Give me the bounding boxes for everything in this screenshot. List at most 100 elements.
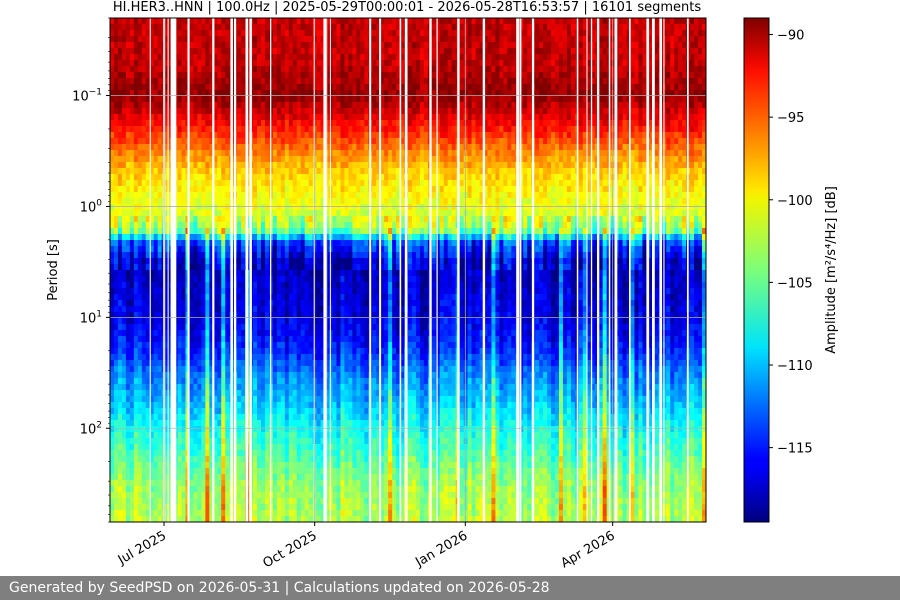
heatmap-cell (570, 126, 576, 133)
heatmap-cell (189, 102, 195, 109)
heatmap-cell (439, 150, 445, 157)
heatmap-cell (702, 174, 706, 181)
heatmap-cell (408, 66, 413, 73)
heatmap-cell (276, 36, 282, 43)
heatmap-cell (535, 204, 540, 211)
heatmap-cell (539, 144, 544, 151)
heatmap-cell (276, 144, 282, 151)
heatmap-cell (602, 168, 608, 175)
heatmap-cell (479, 180, 485, 187)
heatmap-cell (272, 204, 278, 211)
heatmap-cell (590, 132, 596, 139)
heatmap-cell (336, 186, 342, 193)
heatmap-cell (495, 144, 500, 151)
heatmap-cell (511, 174, 516, 181)
heatmap-cell (447, 30, 453, 37)
heatmap-cell (257, 192, 262, 199)
heatmap-cell (527, 54, 532, 61)
heatmap-cell (578, 132, 584, 139)
heatmap-cell (332, 138, 338, 145)
heatmap-cell (257, 120, 262, 127)
heatmap-cell (702, 114, 706, 121)
heatmap-cell (288, 18, 294, 25)
heatmap-cell (257, 174, 262, 181)
heatmap-cell (332, 96, 338, 103)
heatmap-cell (117, 30, 123, 37)
heatmap-cell (376, 204, 381, 211)
heatmap-cell (308, 192, 314, 199)
heatmap-cell (602, 42, 608, 49)
heatmap-cell (638, 120, 644, 127)
heatmap-cell (539, 198, 544, 205)
heatmap-cell (622, 66, 628, 73)
heatmap-cell (487, 168, 493, 175)
heatmap-cell (149, 210, 155, 217)
heatmap-cell (217, 48, 222, 55)
heatmap-cell (149, 144, 155, 151)
heatmap-cell (602, 198, 608, 205)
heatmap-cell (539, 36, 544, 43)
heatmap-cell (304, 210, 310, 217)
heatmap-cell (376, 114, 381, 121)
heatmap-cell (634, 30, 640, 37)
heatmap-cell (141, 72, 147, 79)
heatmap-cell (360, 114, 365, 121)
heatmap-cell (209, 114, 214, 121)
heatmap-cell (590, 48, 596, 55)
heatmap-cell (423, 126, 429, 133)
heatmap-cell (392, 174, 397, 181)
heatmap-cell (423, 120, 429, 127)
heatmap-cell (308, 102, 314, 109)
heatmap-cell (598, 210, 604, 217)
heatmap-cell (555, 156, 560, 163)
heatmap-cell (221, 48, 226, 55)
heatmap-cell (400, 132, 405, 139)
heatmap-cell (570, 198, 576, 205)
heatmap-cell (698, 180, 703, 187)
heatmap-cell (630, 162, 636, 169)
heatmap-cell (642, 150, 647, 157)
heatmap-cell (467, 192, 473, 199)
heatmap-cell (396, 120, 401, 127)
heatmap-cell (622, 132, 628, 139)
heatmap-cell (435, 144, 441, 151)
heatmap-cell (241, 126, 246, 133)
heatmap-cell (292, 30, 298, 37)
heatmap-cell (566, 120, 572, 127)
heatmap-cell (555, 108, 560, 115)
heatmap-cell (551, 60, 556, 67)
heatmap-cell (260, 198, 266, 205)
heatmap-cell (590, 114, 596, 121)
heatmap-cell (590, 60, 596, 67)
heatmap-cell (110, 96, 115, 103)
heatmap-cell (435, 30, 441, 37)
heatmap-cell (523, 78, 528, 85)
heatmap-cell (654, 168, 659, 175)
heatmap-cell (272, 108, 278, 115)
heatmap-cell (475, 42, 481, 49)
heatmap-cell (698, 48, 703, 55)
heatmap-cell (113, 18, 119, 25)
heatmap-cell (137, 42, 143, 49)
heatmap-cell (272, 138, 278, 145)
heatmap-cell (292, 138, 298, 145)
heatmap-cell (253, 48, 258, 55)
heatmap-cell (678, 210, 683, 217)
heatmap-cell (336, 174, 342, 181)
heatmap-cell (316, 36, 322, 43)
heatmap-cell (177, 60, 183, 67)
heatmap-cell (121, 180, 127, 187)
heatmap-cell (153, 54, 159, 61)
heatmap-cell (678, 126, 683, 133)
heatmap-cell (193, 204, 199, 211)
heatmap-cell (491, 198, 497, 205)
heatmap-cell (511, 48, 516, 55)
heatmap-cell (213, 192, 218, 199)
heatmap-cell (201, 24, 206, 31)
heatmap-cell (578, 96, 584, 103)
heatmap-cell (177, 48, 183, 55)
heatmap-cell (153, 24, 159, 31)
heatmap-cell (253, 162, 258, 169)
heatmap-cell (110, 84, 115, 91)
heatmap-cell (296, 102, 302, 109)
